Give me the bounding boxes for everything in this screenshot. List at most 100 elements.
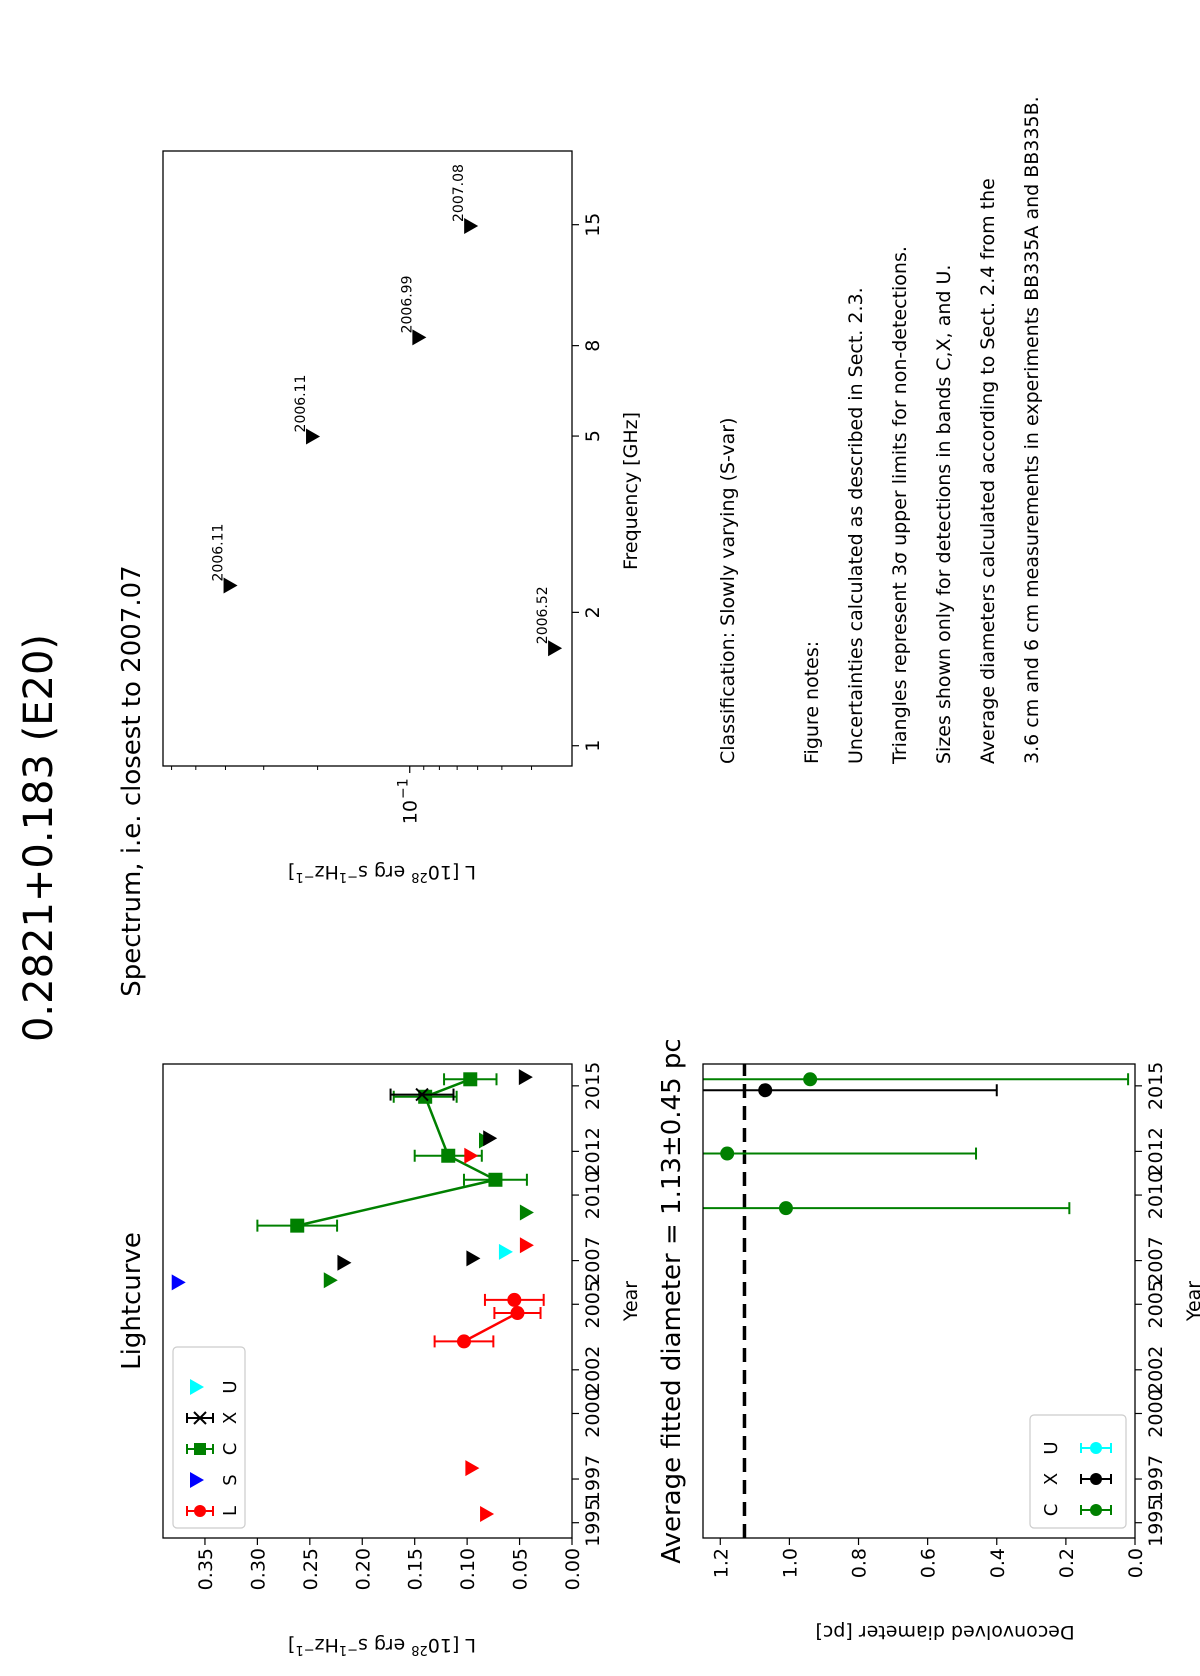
y-tick-label: 0.05	[510, 1548, 532, 1590]
ylabel-part: L [10	[428, 1634, 476, 1656]
legend-box	[1029, 1414, 1127, 1529]
x-tick-label: 2015	[582, 1062, 604, 1110]
series-line	[463, 1299, 519, 1343]
data-point	[758, 1083, 773, 1098]
x-tick-label: 2000	[582, 1389, 604, 1437]
x-tick-label: 15	[582, 213, 604, 237]
upper-limit-marker	[548, 640, 563, 657]
data-point	[290, 1218, 305, 1233]
diameter-xlabel: Year	[1183, 1281, 1200, 1322]
upper-limit-marker	[483, 1130, 498, 1147]
ylabel-part: −1	[339, 870, 358, 885]
x-tick-label: 2010	[1145, 1171, 1167, 1219]
ylabel-part: erg s	[358, 861, 411, 883]
ylabel-part: 28	[411, 870, 428, 885]
legend-marker	[1090, 1473, 1102, 1485]
diameter-panel: Average fitted diameter = 1.13±0.45 pc 1…	[657, 1038, 1200, 1643]
upper-limit-marker	[518, 1069, 533, 1086]
spectrum-panel: Spectrum, i.e. closest to 2007.07 1 2 5 8 15…	[117, 150, 642, 997]
data-point	[507, 1292, 522, 1307]
legend-label: C	[1041, 1504, 1062, 1517]
data-point	[510, 1306, 525, 1321]
x-tick-label: 2015	[1145, 1062, 1167, 1110]
legend-label: C	[220, 1443, 241, 1456]
y-tick-label: 0.00	[562, 1548, 584, 1590]
y-tick-label: 0.4	[987, 1548, 1009, 1578]
y-tick-label: 0.8	[849, 1548, 871, 1578]
ylabel-part: −1	[295, 1643, 314, 1658]
legend-marker	[193, 1411, 207, 1425]
legend-label: U	[1041, 1441, 1062, 1454]
upper-limit-marker	[498, 1243, 513, 1260]
y-tick-label: 0.30	[247, 1548, 269, 1590]
diameter-title: Average fitted diameter = 1.13±0.45 pc	[657, 1038, 687, 1563]
ylabel-part: Hz	[315, 861, 339, 883]
note-line: Sizes shown only for detections in bands…	[933, 265, 955, 764]
legend-label: X	[1041, 1473, 1062, 1485]
spectrum-xlabel: Frequency [GHz]	[620, 412, 642, 570]
note-line: 3.6 cm and 6 cm measurements in experime…	[1021, 96, 1043, 764]
note-line: Uncertainties calculated as described in…	[845, 287, 867, 764]
x-tick-label: 2007	[1145, 1236, 1167, 1284]
x-tick-label: 2002	[1145, 1346, 1167, 1394]
x-tick-label: 5	[582, 430, 604, 442]
ylabel-part: −1	[339, 1643, 358, 1658]
lightcurve-title: Lightcurve	[117, 1232, 147, 1370]
y-tick-label: 0.25	[300, 1548, 322, 1590]
spectrum-ylabel: L [1028 erg s−1Hz−1]	[288, 861, 476, 885]
x-tick-label: 2	[582, 606, 604, 618]
y-tick-label: 0.20	[352, 1548, 374, 1590]
legend-label: L	[220, 1506, 241, 1516]
upper-limit-marker	[464, 217, 479, 234]
x-tick-label: 2007	[582, 1236, 604, 1284]
lightcurve-xlabel: Year	[620, 1281, 642, 1322]
note-line: Average diameters calculated according t…	[977, 178, 999, 764]
ylabel-part: L [10	[428, 861, 476, 883]
x-tick-label: 1997	[582, 1455, 604, 1503]
legend-label: S	[220, 1474, 241, 1485]
y-tick-label: 0.15	[405, 1548, 427, 1590]
y-tick-label: 0.0	[1125, 1548, 1147, 1578]
data-point	[803, 1072, 818, 1087]
upper-limit-marker	[306, 428, 321, 445]
plot-frame	[162, 150, 573, 767]
lightcurve-legend: L S C X U	[172, 1346, 246, 1529]
upper-limit-marker	[466, 1250, 481, 1267]
x-tick-label: 8	[582, 340, 604, 352]
data-point	[720, 1146, 735, 1161]
y-tick-label: 0.35	[195, 1548, 217, 1590]
y-tick-exponent: −1	[396, 778, 412, 799]
ylabel-part: ]	[288, 861, 295, 883]
lightcurve-panel: Lightcurve 19951997200020022005200720102…	[117, 1062, 642, 1658]
legend-marker	[194, 1505, 206, 1517]
legend-marker	[194, 1443, 206, 1455]
legend-marker	[1090, 1504, 1102, 1516]
x-tick-label: 1995	[1145, 1499, 1167, 1547]
y-tick-label: 1.2	[710, 1548, 732, 1578]
x-tick-label: 2000	[1145, 1389, 1167, 1437]
data-point	[415, 1087, 429, 1102]
x-tick-label: 1997	[1145, 1455, 1167, 1503]
legend-marker	[190, 1472, 204, 1488]
epoch-label: 2006.11	[211, 524, 227, 582]
data-point	[463, 1072, 478, 1087]
diameter-legend: C X U	[1029, 1414, 1127, 1529]
legend-box	[172, 1346, 246, 1529]
y-tick-label: 0.6	[918, 1548, 940, 1578]
legend-marker	[190, 1379, 204, 1395]
epoch-label: 2007.08	[451, 164, 467, 222]
y-tick-label: 0.2	[1056, 1548, 1078, 1578]
y-tick-label: 10	[400, 800, 422, 824]
upper-limit-marker	[465, 1460, 480, 1477]
legend-marker	[1090, 1442, 1102, 1454]
upper-limit-marker	[412, 329, 427, 346]
upper-limit-marker	[223, 577, 238, 594]
legend-label: U	[220, 1380, 241, 1393]
legend-label: X	[220, 1412, 241, 1424]
x-tick-label: 2002	[582, 1346, 604, 1394]
spectrum-title: Spectrum, i.e. closest to 2007.07	[117, 565, 147, 996]
upper-limit-marker	[337, 1254, 352, 1271]
classification-text: Classification: Slowly varying (S-var)	[717, 417, 739, 764]
upper-limit-marker	[480, 1505, 495, 1522]
